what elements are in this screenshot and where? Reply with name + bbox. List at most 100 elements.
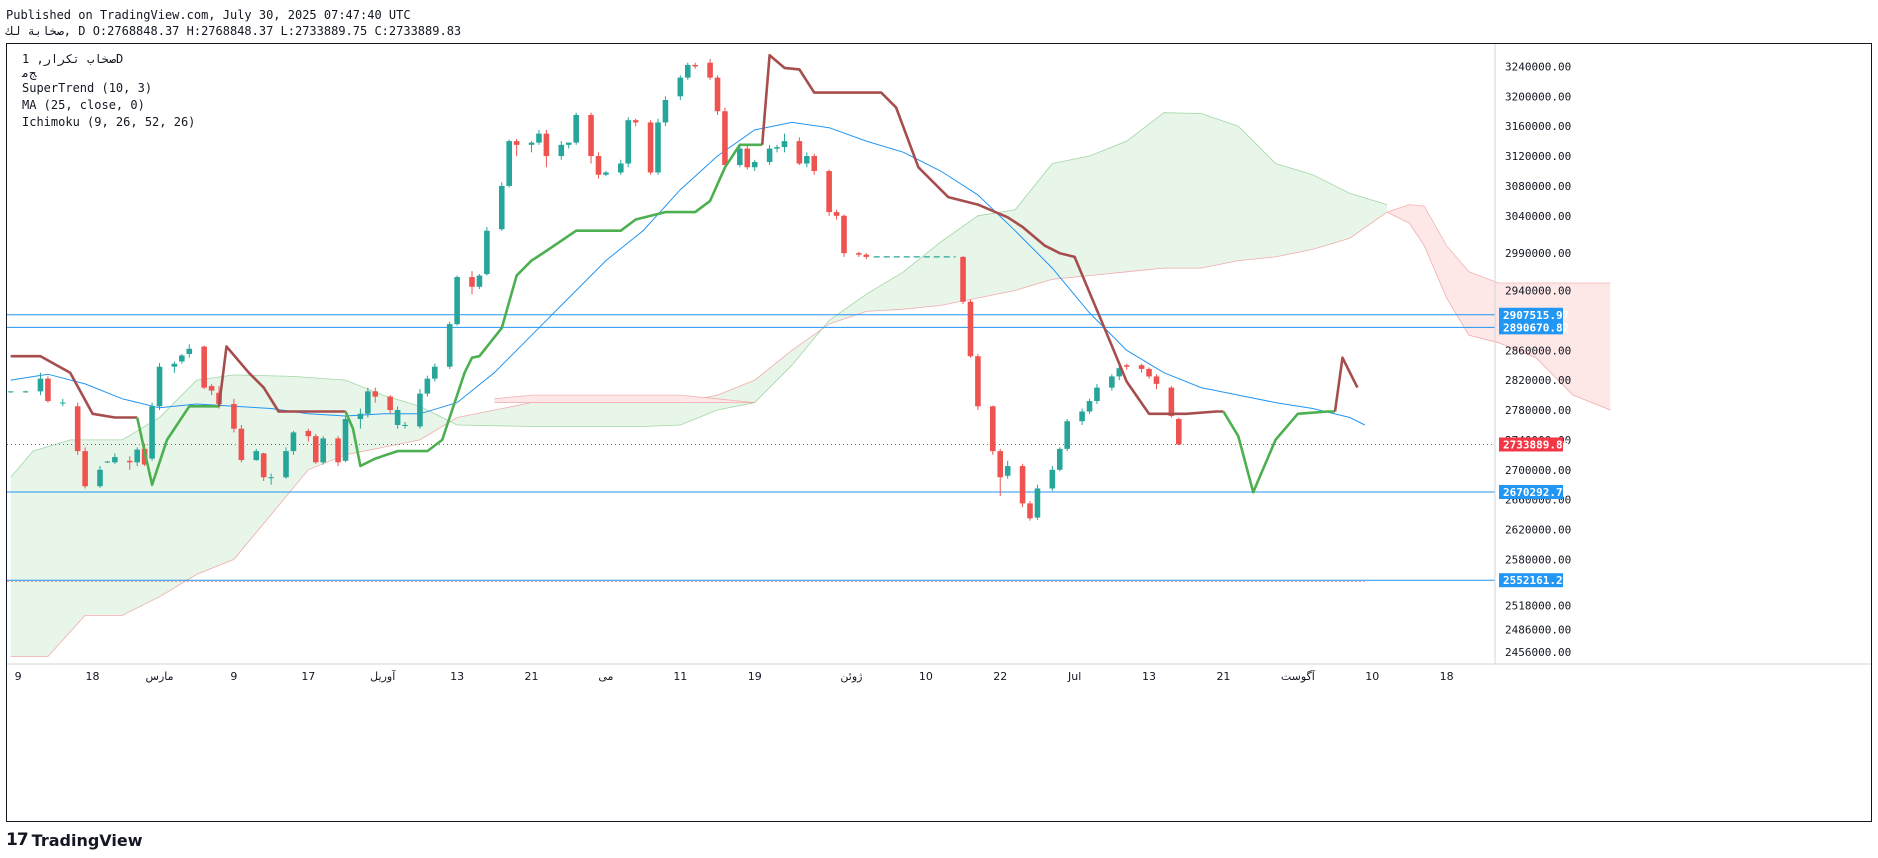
y-tick-label-8: 2860000.00 [1505, 344, 1571, 357]
y-tick-label-5: 3040000.00 [1505, 210, 1571, 223]
ma-line [10, 121, 1366, 426]
legend-supertrend[interactable]: SuperTrend (10, 3) [22, 81, 153, 95]
legend-symbol: صخاب تكرار, 1D [22, 52, 124, 66]
ichimoku-cloud-red-2 [1387, 204, 1611, 410]
candle-64 [662, 100, 669, 123]
candle-104 [1146, 368, 1152, 377]
candle-43 [454, 277, 460, 325]
candle-101 [1116, 368, 1123, 377]
candle-11 [134, 449, 140, 463]
candle-98 [1086, 401, 1093, 412]
x-tick-label-16: 21 [1216, 670, 1230, 683]
x-tick-label-17: آگوست [1281, 669, 1316, 683]
x-tick-label-12: 10 [919, 670, 933, 683]
x-tick-label-11: ژوئن [840, 670, 862, 683]
ichimoku-cloud-green [10, 112, 1388, 657]
candle-5 [74, 406, 81, 452]
candle-8 [104, 461, 111, 463]
ohlc-readout: صخابة لك, D O:2768848.37 H:2768848.37 L:… [6, 24, 462, 38]
candle-55 [573, 114, 579, 143]
legend-ma[interactable]: MA (25, close, 0) [22, 98, 145, 112]
candle-53 [558, 144, 565, 157]
candle-61 [632, 120, 639, 123]
candle-95 [1056, 448, 1063, 470]
candle-48 [506, 141, 512, 186]
candle-40 [424, 378, 431, 394]
candle-56 [588, 114, 594, 157]
y-tick-label-15: 2580000.00 [1505, 553, 1571, 566]
x-tick-label-5: آوریل [370, 669, 396, 683]
chart-pane[interactable]: 3240000.00 3200000.00 3160000.00 3120000.00… [6, 43, 1872, 822]
candle-23 [253, 451, 260, 461]
level-label-3-bg [1499, 573, 1563, 588]
candle-84 [863, 254, 870, 257]
y-tick-label-9: 2820000.00 [1505, 374, 1571, 387]
candle-52 [543, 133, 550, 157]
supertrend-up1 [135, 404, 219, 487]
candle-27 [290, 432, 297, 452]
price-chart[interactable]: 3240000.00 3200000.00 3160000.00 3120000.00… [7, 44, 1871, 821]
tradingview-logo: 17 TradingView [6, 830, 143, 850]
candle-2 [37, 378, 44, 392]
candle-45 [476, 275, 483, 287]
x-tick-label-6: 13 [450, 670, 464, 683]
candle-60 [625, 120, 632, 164]
supertrend-up2 [344, 143, 763, 468]
candle-46 [484, 230, 490, 275]
ichimoku-cloud-red-1-span-a [494, 394, 755, 403]
x-tick-label-10: 19 [748, 670, 762, 683]
candle-74 [766, 148, 773, 163]
candle-91 [1019, 466, 1026, 504]
x-tick-label-13: 22 [993, 670, 1007, 683]
x-tick-label-1: 18 [86, 670, 100, 683]
candle-44 [469, 277, 475, 287]
y-tick-label-2: 3160000.00 [1505, 120, 1571, 133]
candle-50 [528, 142, 535, 145]
candle-58 [603, 172, 609, 175]
candle-42 [446, 324, 453, 367]
supertrend-down4 [1333, 356, 1359, 412]
legend-subtitle: ﺞﻣ [22, 66, 37, 80]
y-tick-label-4: 3080000.00 [1505, 180, 1571, 193]
candle-22 [238, 428, 245, 461]
candle-99 [1094, 387, 1100, 402]
x-tick-label-15: 13 [1142, 670, 1156, 683]
candle-16 [179, 355, 185, 362]
candle-80 [826, 170, 832, 213]
y-tick-label-0: 3240000.00 [1505, 60, 1571, 73]
candle-36 [387, 396, 393, 411]
candle-0 [7, 391, 14, 393]
candle-106 [1168, 387, 1175, 416]
level-label-3: 2552161.25 [1503, 574, 1569, 587]
supertrend-down1 [10, 354, 138, 419]
candle-79 [811, 156, 818, 171]
candle-78 [804, 156, 810, 164]
candle-75 [774, 147, 780, 149]
candle-29 [312, 436, 319, 463]
candle-51 [536, 133, 542, 143]
legend-ichimoku[interactable]: Ichimoku (9, 26, 52, 26) [22, 115, 196, 129]
level-label-2-bg [1499, 484, 1563, 499]
candle-17 [186, 348, 193, 354]
x-tick-label-19: 18 [1440, 670, 1454, 683]
candle-88 [990, 406, 996, 452]
candle-92 [1027, 503, 1033, 519]
candle-49 [513, 141, 520, 145]
candle-37 [394, 410, 401, 425]
tradingview-logo-mark: 17 [6, 830, 29, 850]
candle-39 [417, 393, 423, 427]
x-tick-label-7: 21 [525, 670, 539, 683]
candle-14 [156, 366, 163, 407]
candle-73 [751, 162, 758, 168]
candle-68 [707, 62, 713, 78]
candle-47 [498, 185, 505, 230]
y-tick-label-1: 3200000.00 [1505, 90, 1571, 103]
y-tick-label-6: 2990000.00 [1505, 247, 1571, 260]
published-header: Published on TradingView.com, July 30, 2… [6, 8, 411, 22]
candle-32 [342, 418, 349, 461]
level-label-2: 2670292.76 [1503, 486, 1570, 499]
candle-21 [231, 404, 237, 429]
candle-59 [618, 163, 624, 173]
supertrend-down2 [217, 345, 346, 413]
x-tick-label-9: 11 [673, 670, 687, 683]
